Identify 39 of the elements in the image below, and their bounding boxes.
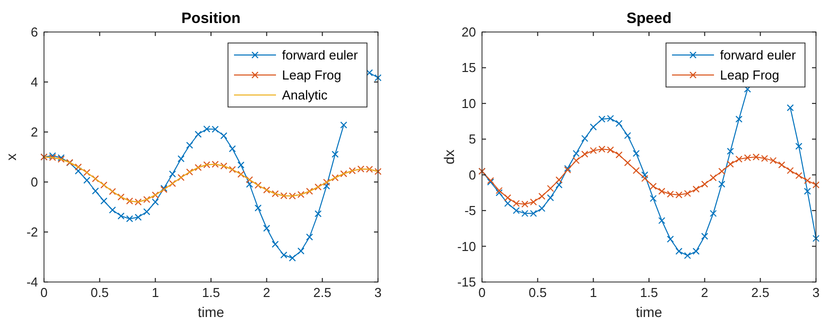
y-tick-label: 20	[462, 24, 476, 40]
chart-title: Position	[181, 10, 241, 27]
x-tick-label: 2	[701, 285, 708, 300]
y-tick-label: 0	[468, 167, 476, 182]
y-axis-title: dx	[441, 150, 457, 164]
y-axis-title: x	[3, 154, 19, 160]
x-tick-label: 0	[40, 285, 48, 300]
y-tick-label: -10	[457, 238, 476, 254]
x-tick-label: 0.5	[528, 285, 547, 300]
x-axis-title: time	[198, 304, 224, 320]
legend-label: Analytic	[282, 88, 328, 102]
legend-label: forward euler	[282, 48, 359, 62]
y-tick-label: -15	[457, 274, 476, 290]
legend-label: Leap Frog	[720, 68, 780, 82]
x-tick-label: 1	[152, 285, 159, 300]
legend-label: Leap Frog	[282, 68, 342, 82]
x-tick-label: 0	[478, 285, 486, 300]
x-tick-label: 1.5	[640, 285, 658, 300]
x-tick-label: 2.5	[751, 285, 770, 300]
x-tick-label: 0.5	[90, 285, 109, 300]
y-tick-label: 0	[30, 174, 38, 190]
chart-title: Speed	[626, 10, 672, 27]
y-tick-label: -5	[464, 203, 476, 218]
y-tick-label: 15	[462, 60, 476, 76]
legend-label: forward euler	[720, 48, 797, 62]
y-tick-label: 5	[468, 132, 476, 147]
x-tick-label: 1	[590, 285, 597, 300]
x-tick-label: 3	[812, 285, 820, 300]
x-tick-label: 3	[374, 285, 382, 300]
x-tick-label: 2.5	[313, 285, 332, 300]
y-tick-label: 4	[30, 74, 38, 90]
y-tick-label: 6	[30, 24, 38, 40]
y-tick-label: -2	[26, 224, 38, 240]
y-tick-label: 2	[30, 124, 38, 140]
x-tick-label: 1.5	[202, 285, 220, 300]
x-axis-title: time	[636, 304, 662, 320]
y-tick-label: 10	[462, 96, 476, 111]
x-tick-label: 2	[263, 285, 270, 300]
y-tick-label: -4	[26, 274, 38, 290]
